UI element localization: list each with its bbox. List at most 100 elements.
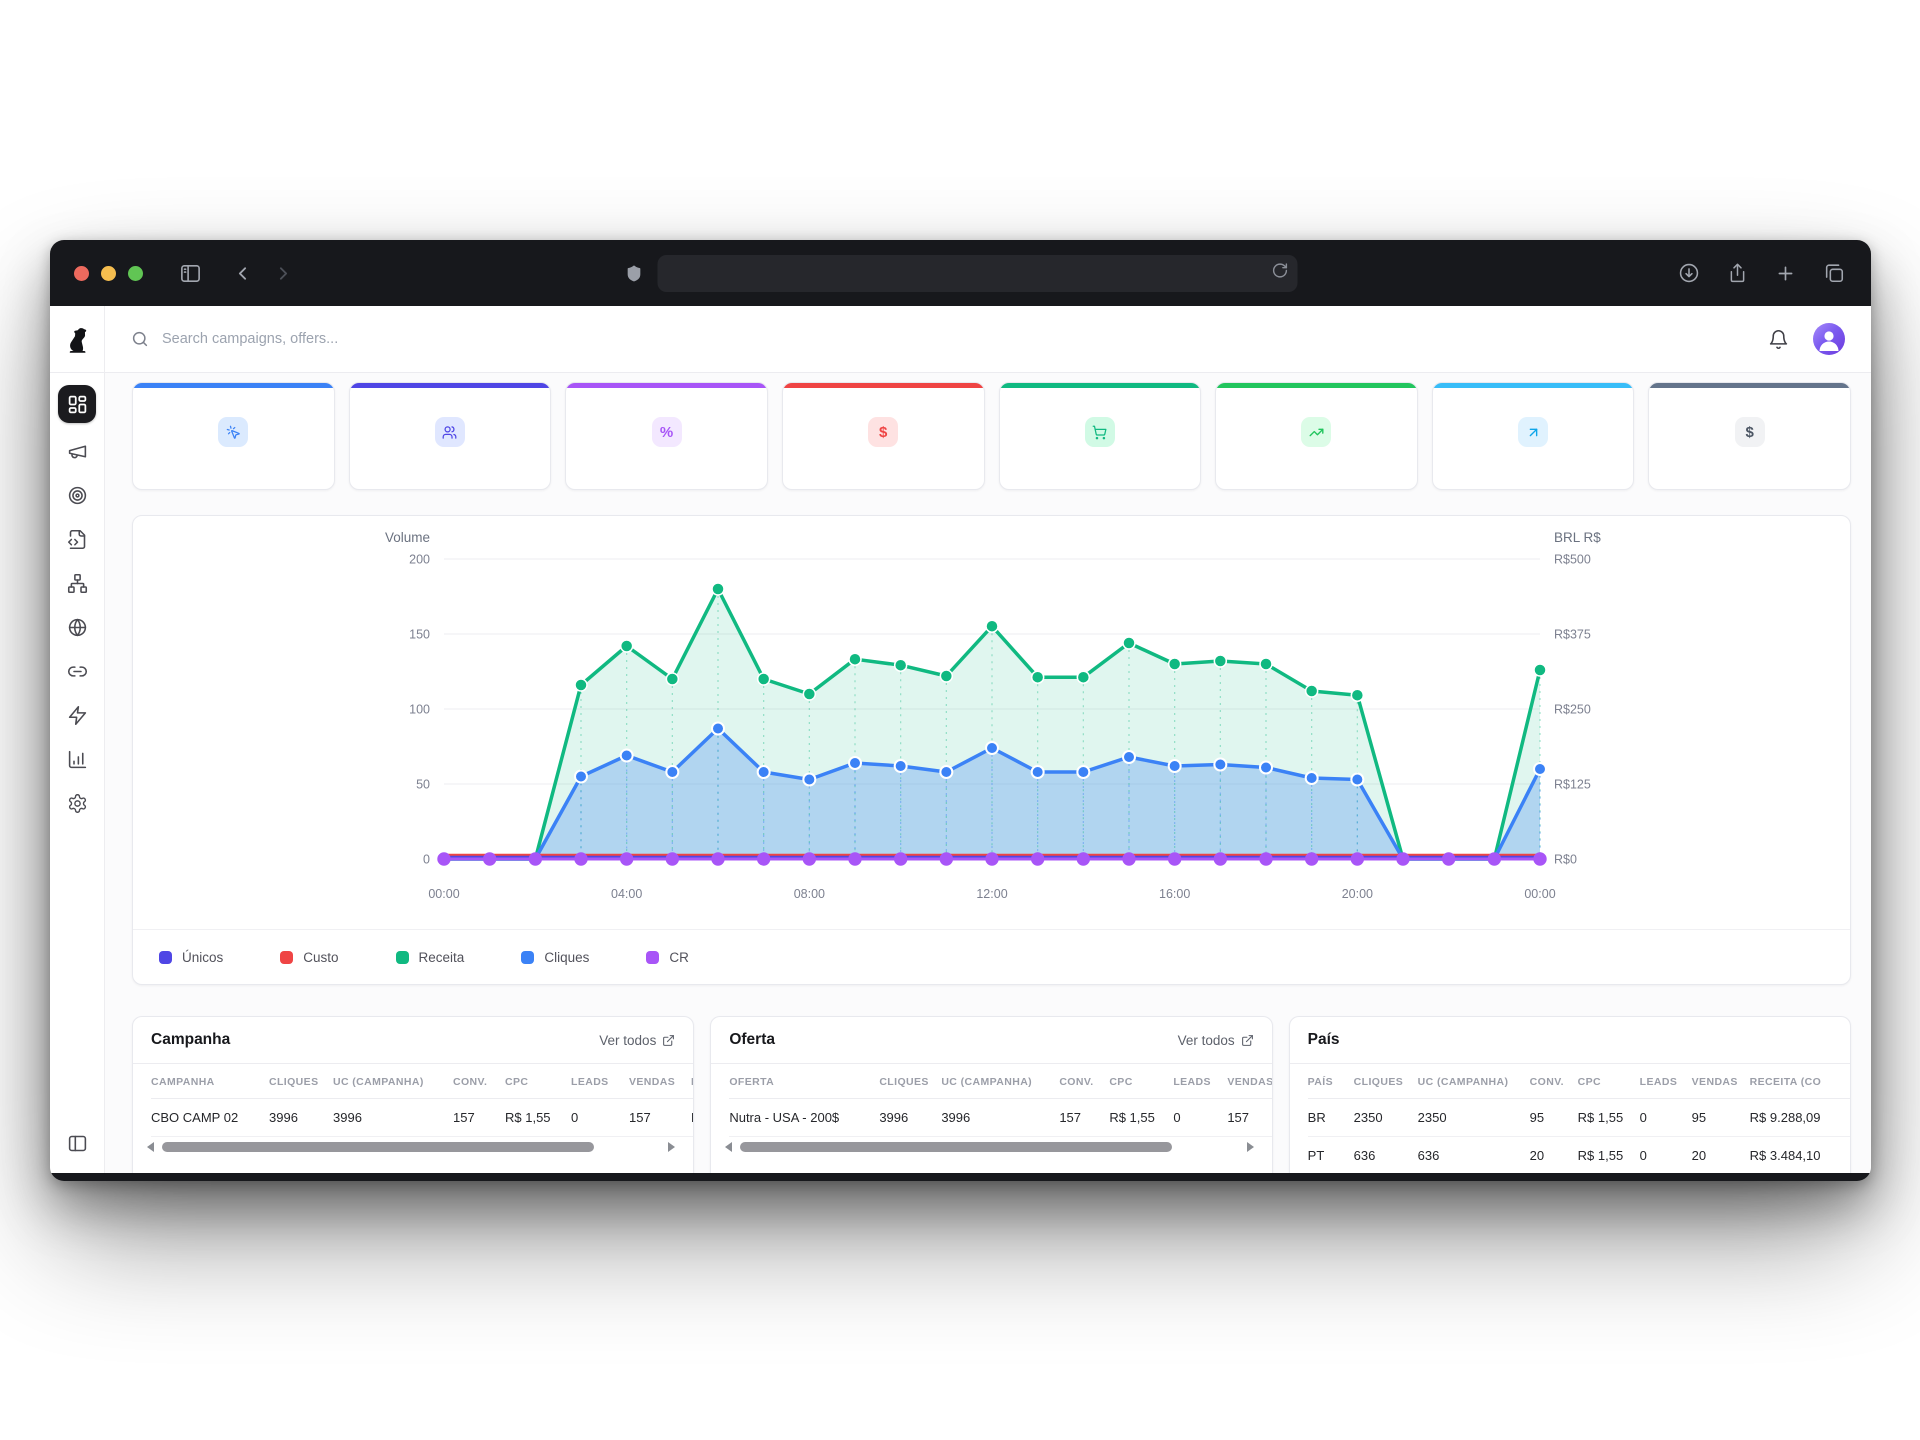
receita-point	[1533, 663, 1547, 677]
cliques-point	[1076, 765, 1091, 779]
legend-item-únicos[interactable]: Únicos	[159, 950, 223, 965]
downloads-icon[interactable]	[1678, 262, 1700, 284]
minimize-button[interactable]	[101, 265, 116, 281]
column-header: VENDAS	[629, 1064, 691, 1099]
cr-point	[985, 852, 999, 866]
app-logo[interactable]	[50, 306, 104, 373]
table-row: BR 2350 2350 95 R$ 1,55 0 95 R$ 9.288,09	[1307, 1098, 1850, 1137]
sidebar-collapse-icon[interactable]	[67, 1133, 88, 1159]
axis-label: R$125	[1554, 778, 1591, 792]
cursor-click-icon	[226, 424, 241, 439]
sidebar-item-target[interactable]	[55, 473, 99, 517]
close-button[interactable]	[74, 265, 89, 281]
sidebar-item-link[interactable]	[55, 649, 99, 693]
scrollbar-thumb[interactable]	[162, 1142, 594, 1152]
column-header: UC (CAMPANHA)	[333, 1064, 453, 1099]
bell-icon[interactable]	[1768, 329, 1789, 350]
cart-icon	[1092, 424, 1107, 439]
cliques-point	[1350, 772, 1365, 787]
file-code-icon	[67, 529, 88, 550]
globe-icon	[67, 617, 88, 638]
column-header: CAMPANHA	[151, 1064, 269, 1099]
forward-icon[interactable]	[273, 263, 294, 284]
data-table: CAMPANHA CLIQUES UC (CAMPANHA) CONV. CPC LEAD…	[151, 1064, 694, 1137]
sidebar-item-zap[interactable]	[55, 693, 99, 737]
axis-label: R$250	[1554, 703, 1591, 717]
column-header: RECEITA (CO	[1749, 1064, 1850, 1099]
avatar[interactable]	[1813, 323, 1845, 355]
cr-point	[1441, 852, 1456, 866]
search-placeholder: Search campaigns, offers...	[162, 331, 339, 347]
scroll-right-arrow[interactable]	[1246, 1142, 1254, 1152]
cliques-point	[1122, 750, 1136, 764]
axis-label: 00:00	[428, 887, 459, 901]
receita-point	[802, 687, 817, 701]
cliques-point	[1304, 771, 1319, 785]
oferta-scrollbar	[711, 1137, 1271, 1152]
sidebar-item-globe[interactable]	[55, 605, 99, 649]
cr-point	[1076, 852, 1091, 866]
network-icon	[67, 573, 88, 594]
axis-label: R$0	[1554, 853, 1577, 867]
cliques-point	[985, 741, 999, 755]
campanha-ver-todos-link[interactable]: Ver todos	[599, 1033, 675, 1048]
zoom-button[interactable]	[128, 265, 143, 281]
card-accent-bar	[133, 383, 334, 388]
legend-item-receita[interactable]: Receita	[395, 950, 464, 965]
browser-chrome	[50, 240, 1871, 306]
scroll-left-arrow[interactable]	[147, 1142, 154, 1152]
settings-icon	[67, 793, 88, 814]
axis-label: R$375	[1554, 628, 1591, 642]
legend-item-custo[interactable]: Custo	[280, 950, 339, 965]
sidebar-item-bar-chart[interactable]	[55, 737, 99, 781]
search-icon	[132, 331, 148, 347]
axis-label: 150	[409, 628, 430, 642]
external-link-icon	[663, 1034, 675, 1046]
url-bar[interactable]	[657, 254, 1297, 292]
oferta-ver-todos-link[interactable]: Ver todos	[1178, 1033, 1254, 1048]
trend-up-icon	[1309, 424, 1324, 439]
column-header: OFERTA	[729, 1064, 880, 1099]
new-tab-icon[interactable]	[1775, 263, 1796, 284]
arrow-up-right-icon	[1526, 424, 1541, 439]
card-accent-bar	[349, 383, 551, 388]
reload-icon[interactable]	[1271, 262, 1288, 284]
back-icon[interactable]	[232, 263, 253, 284]
legend-item-cliques[interactable]: Cliques	[521, 950, 589, 965]
shield-icon[interactable]	[624, 264, 643, 283]
column-header: VENDAS	[1691, 1064, 1750, 1099]
sidebar-item-network[interactable]	[55, 561, 99, 605]
legend-item-cr[interactable]: CR	[646, 950, 689, 965]
column-header: CONV.	[1529, 1064, 1578, 1099]
cliques-point	[574, 769, 588, 784]
stat-card-únicos	[348, 382, 552, 490]
share-icon[interactable]	[1727, 263, 1748, 284]
traffic-lights	[74, 265, 143, 281]
column-header: CONV.	[1059, 1064, 1110, 1099]
oferta-title: Oferta	[729, 1031, 775, 1048]
cliques-point	[802, 772, 817, 787]
cr-point	[711, 852, 725, 866]
timeseries-chart: 0 R$0 50 R$125 100 R$250 150 R$375 200 R$500 Volum…	[385, 530, 1601, 901]
receita-point	[939, 669, 954, 683]
scroll-left-arrow[interactable]	[725, 1142, 733, 1152]
cr-point	[1396, 852, 1410, 866]
cr-point	[1030, 852, 1045, 866]
sidebar-item-settings[interactable]	[55, 781, 99, 825]
search-input[interactable]: Search campaigns, offers...	[131, 330, 338, 348]
card-accent-bar	[1432, 383, 1634, 388]
tabs-overview-icon[interactable]	[1823, 262, 1845, 284]
axis-label: 08:00	[794, 887, 825, 901]
axis-label: 200	[409, 553, 430, 567]
axis-label: 04:00	[611, 887, 642, 901]
scroll-right-arrow[interactable]	[668, 1142, 676, 1152]
sidebar-item-dashboard[interactable]	[58, 385, 96, 423]
column-header: R	[691, 1064, 694, 1099]
sidebar-toggle-icon[interactable]	[179, 262, 202, 285]
table-row: PT 636 636 20 R$ 1,55 0 20 R$ 3.484,10	[1307, 1136, 1850, 1173]
scrollbar-thumb[interactable]	[740, 1142, 1173, 1152]
cr-point	[1122, 852, 1136, 866]
sidebar-item-megaphone[interactable]	[55, 429, 99, 473]
legend-swatch	[395, 950, 409, 964]
sidebar-item-file-code[interactable]	[55, 517, 99, 561]
